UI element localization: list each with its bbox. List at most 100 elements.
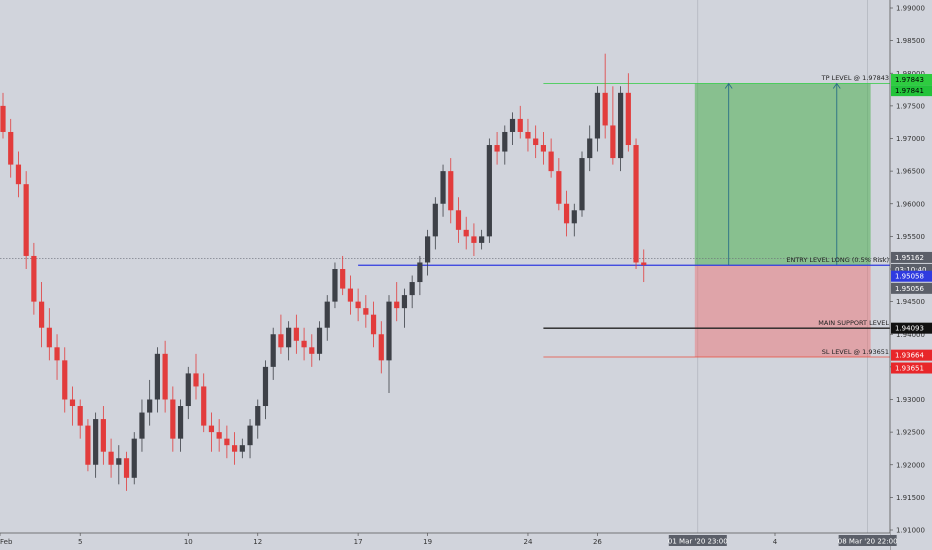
y-tick-label: 1.95500 <box>896 233 925 241</box>
candle-body[interactable] <box>479 236 485 243</box>
candle-body[interactable] <box>15 164 22 185</box>
candle-body[interactable] <box>363 308 369 315</box>
candle-body[interactable] <box>602 92 608 126</box>
candle-body[interactable] <box>347 288 353 302</box>
candle-body[interactable] <box>533 138 539 146</box>
entry-annotation: ENTRY LEVEL LONG (0.5% Risk) <box>786 256 889 264</box>
candle-body[interactable] <box>224 438 230 446</box>
candle-body[interactable] <box>208 425 215 433</box>
candle-body[interactable] <box>232 445 238 452</box>
candle-body[interactable] <box>324 301 330 328</box>
candle-body[interactable] <box>440 171 446 204</box>
candle-body[interactable] <box>93 419 99 465</box>
candle-body[interactable] <box>293 327 299 341</box>
candle-body[interactable] <box>216 432 222 439</box>
price-lines-layer <box>0 83 890 358</box>
candle-body[interactable] <box>502 131 508 152</box>
candle-body[interactable] <box>370 314 377 335</box>
candle-body[interactable] <box>62 360 68 400</box>
x-tick-label: 19 <box>423 538 432 546</box>
candle-body[interactable] <box>123 458 130 478</box>
candle-body[interactable] <box>571 210 577 224</box>
candle-body[interactable] <box>147 399 153 413</box>
candle-body[interactable] <box>563 203 570 224</box>
candle-body[interactable] <box>525 131 531 139</box>
candle-body[interactable] <box>77 406 83 426</box>
candle-body[interactable] <box>618 92 624 159</box>
candle-body[interactable] <box>355 301 361 309</box>
candle-body[interactable] <box>201 386 207 426</box>
candle-body[interactable] <box>378 334 384 361</box>
candle-body[interactable] <box>39 301 45 328</box>
candle-body[interactable] <box>85 425 91 465</box>
candle-body[interactable] <box>100 419 106 452</box>
candle-body[interactable] <box>548 151 554 172</box>
candle-body[interactable] <box>417 262 423 283</box>
candle-body[interactable] <box>455 210 462 230</box>
candle-body[interactable] <box>401 295 408 309</box>
candle-body[interactable] <box>432 203 438 237</box>
candle-body[interactable] <box>579 158 585 211</box>
candle-body[interactable] <box>594 92 601 139</box>
candle-body[interactable] <box>131 438 137 478</box>
candle-body[interactable] <box>286 327 292 348</box>
candle-body[interactable] <box>278 334 284 348</box>
candle-body[interactable] <box>610 125 616 159</box>
candle-body[interactable] <box>633 145 639 263</box>
candle-body[interactable] <box>170 399 176 439</box>
candle-body[interactable] <box>262 366 269 407</box>
candle-body[interactable] <box>46 327 52 348</box>
candle-body[interactable] <box>108 451 114 465</box>
candle-body[interactable] <box>386 301 392 361</box>
candle-body[interactable] <box>270 334 276 367</box>
candle-body[interactable] <box>463 229 469 237</box>
annotations-layer: TP LEVEL @ 1.97843 ENTRY LEVEL LONG (0.5… <box>786 74 889 356</box>
candle-body[interactable] <box>494 145 500 152</box>
candle-body[interactable] <box>177 406 184 439</box>
candle-body[interactable] <box>448 171 454 211</box>
candle-body[interactable] <box>116 458 122 465</box>
candle-body[interactable] <box>31 255 37 302</box>
y-tick-label: 1.91500 <box>896 494 925 502</box>
loss-zone <box>694 265 871 358</box>
candle-body[interactable] <box>23 184 29 256</box>
candle-body[interactable] <box>309 347 315 354</box>
zones-layer <box>694 83 871 358</box>
candle-body[interactable] <box>185 373 191 407</box>
candle-body[interactable] <box>394 301 400 309</box>
candle-body[interactable] <box>486 145 492 237</box>
candle-body[interactable] <box>162 353 168 400</box>
price-tag-label: 1.93664 <box>895 352 924 360</box>
candle-body[interactable] <box>509 118 516 132</box>
price-tag <box>891 322 932 334</box>
candle-body[interactable] <box>556 171 562 204</box>
candle-body[interactable] <box>301 340 307 348</box>
candle-body[interactable] <box>641 262 647 266</box>
candle-body[interactable] <box>540 145 546 152</box>
price-tag-label: 1.95162 <box>895 254 924 262</box>
candle-body[interactable] <box>8 131 14 165</box>
candle-body[interactable] <box>471 236 477 243</box>
candle-body[interactable] <box>139 412 145 439</box>
candle-body[interactable] <box>239 445 245 452</box>
candle-body[interactable] <box>193 373 199 387</box>
candle-body[interactable] <box>587 138 593 159</box>
candle-body[interactable] <box>316 327 323 354</box>
candle-body[interactable] <box>0 105 6 132</box>
candle-body[interactable] <box>517 118 523 132</box>
time-axis[interactable] <box>0 533 890 550</box>
candle-body[interactable] <box>332 269 338 302</box>
x-tick-label: Feb <box>0 538 13 546</box>
candle-body[interactable] <box>54 347 60 361</box>
price-tag <box>891 362 932 374</box>
candle-body[interactable] <box>425 236 431 263</box>
candle-body[interactable] <box>340 269 346 289</box>
candle-body[interactable] <box>255 406 261 426</box>
candle-body[interactable] <box>154 353 160 400</box>
candle-body[interactable] <box>69 399 76 407</box>
candle-body[interactable] <box>625 92 631 146</box>
candle-body[interactable] <box>409 282 415 296</box>
candle-body[interactable] <box>247 425 253 446</box>
